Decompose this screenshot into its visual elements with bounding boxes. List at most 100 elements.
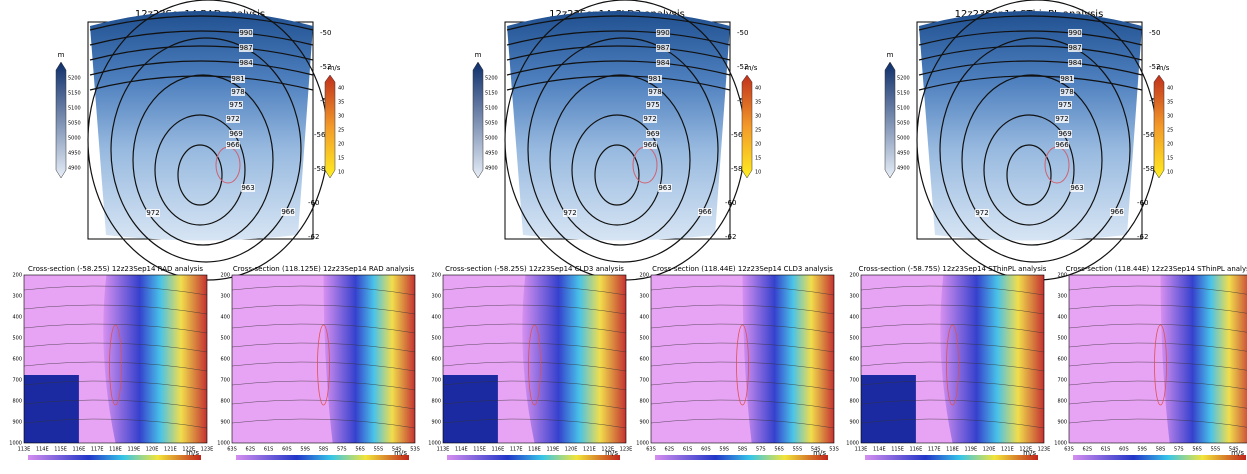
contour-label: 972 bbox=[975, 209, 988, 217]
x-tick-label: 114E bbox=[36, 447, 49, 453]
x-tick-label: 60S bbox=[282, 447, 292, 453]
contour-label: 972 bbox=[563, 209, 576, 217]
contour-label: 963 bbox=[241, 184, 254, 192]
y-tick-label: 400 bbox=[220, 315, 230, 321]
lat-label: -62 bbox=[308, 233, 319, 241]
wind-tick: 35 bbox=[338, 100, 344, 106]
section-colorbar bbox=[1073, 455, 1246, 460]
height-unit: m bbox=[887, 51, 894, 59]
y-tick-label: 500 bbox=[639, 336, 649, 342]
contour-label: 969 bbox=[229, 130, 242, 138]
contour-label: 966 bbox=[1110, 208, 1124, 216]
x-tick-label: 62S bbox=[1083, 447, 1093, 453]
y-tick-label: 800 bbox=[849, 399, 859, 405]
y-tick-label: 800 bbox=[431, 399, 441, 405]
contour-label: 981 bbox=[648, 75, 661, 83]
y-tick-label: 800 bbox=[1057, 399, 1067, 405]
wind-tick: 25 bbox=[338, 128, 344, 134]
lat-label: -56 bbox=[1143, 131, 1155, 139]
contour-label: 966 bbox=[226, 141, 240, 149]
wind-region bbox=[1161, 275, 1247, 443]
contour-label: 990 bbox=[1068, 29, 1081, 37]
map-panel: 12z23Sep14 RAD analysis99098798498197897… bbox=[56, 0, 344, 280]
section-title: Cross-section (118.125E) 12z23Sep14 RAD … bbox=[233, 265, 415, 273]
x-tick-label: 61S bbox=[1101, 447, 1111, 453]
y-tick-label: 900 bbox=[849, 420, 859, 426]
contour-label: 984 bbox=[656, 59, 670, 67]
x-tick-label: 114E bbox=[873, 447, 886, 453]
wind-region bbox=[103, 275, 207, 443]
x-tick-label: 115E bbox=[54, 447, 67, 453]
contour-label: 963 bbox=[1070, 184, 1083, 192]
contour-label: 969 bbox=[1058, 130, 1071, 138]
x-tick-label: 57S bbox=[1174, 447, 1184, 453]
y-tick-label: 600 bbox=[849, 357, 859, 363]
contour-label: 975 bbox=[1058, 101, 1071, 109]
contour-label: 987 bbox=[656, 44, 669, 52]
height-tick: 5150 bbox=[897, 91, 910, 97]
height-tick: 5000 bbox=[485, 136, 498, 142]
y-tick-label: 200 bbox=[849, 273, 859, 279]
x-tick-label: 60S bbox=[701, 447, 711, 453]
wind-unit: m/s bbox=[745, 64, 758, 72]
x-tick-label: 59S bbox=[1137, 447, 1147, 453]
section-title: Cross-section (-58.75S) 12z23Sep14 SThin… bbox=[859, 265, 1047, 273]
x-tick-label: 121E bbox=[1001, 447, 1014, 453]
section-colorbar bbox=[865, 455, 1038, 460]
x-tick-label: 62S bbox=[665, 447, 675, 453]
section-unit: m/s bbox=[1023, 449, 1036, 457]
wind-tick: 15 bbox=[338, 156, 344, 162]
wind-tick: 35 bbox=[1167, 100, 1173, 106]
section-panel: Cross-section (-58.75S) 12z23Sep14 SThin… bbox=[846, 265, 1050, 460]
height-tick: 5150 bbox=[68, 91, 81, 97]
x-tick-label: 117E bbox=[510, 447, 523, 453]
x-tick-label: 119E bbox=[127, 447, 140, 453]
y-tick-label: 400 bbox=[431, 315, 441, 321]
map-panel: 12z23Sep14 SThinPL analysis9909879849819… bbox=[885, 0, 1173, 280]
section-title: Cross-section (-58.25S) 12z23Sep14 RAD a… bbox=[28, 265, 203, 273]
x-tick-label: 117E bbox=[91, 447, 104, 453]
y-tick-label: 200 bbox=[639, 273, 649, 279]
x-tick-label: 57S bbox=[337, 447, 347, 453]
x-tick-label: 116E bbox=[73, 447, 86, 453]
wind-tick: 40 bbox=[1167, 86, 1173, 92]
y-tick-label: 400 bbox=[1057, 315, 1067, 321]
y-tick-label: 900 bbox=[12, 420, 22, 426]
x-tick-label: 120E bbox=[565, 447, 578, 453]
x-tick-label: 117E bbox=[928, 447, 941, 453]
height-tick: 5200 bbox=[68, 76, 81, 82]
x-tick-label: 120E bbox=[983, 447, 996, 453]
y-tick-label: 400 bbox=[849, 315, 859, 321]
x-tick-label: 114E bbox=[455, 447, 468, 453]
x-tick-label: 63S bbox=[646, 447, 656, 453]
x-tick-label: 113E bbox=[18, 447, 31, 453]
contour-label: 975 bbox=[229, 101, 242, 109]
y-tick-label: 300 bbox=[431, 294, 441, 300]
x-tick-label: 59S bbox=[300, 447, 310, 453]
lat-label: -50 bbox=[1149, 29, 1160, 37]
x-tick-label: 59S bbox=[719, 447, 729, 453]
height-unit: m bbox=[58, 51, 65, 59]
wind-tick: 40 bbox=[338, 86, 344, 92]
y-tick-label: 600 bbox=[220, 357, 230, 363]
y-tick-label: 400 bbox=[12, 315, 22, 321]
contour-label: 990 bbox=[656, 29, 669, 37]
y-tick-label: 300 bbox=[12, 294, 22, 300]
contour-label: 966 bbox=[1055, 141, 1069, 149]
contour-label: 972 bbox=[226, 115, 239, 123]
wind-colorbar bbox=[742, 75, 752, 178]
y-tick-label: 800 bbox=[639, 399, 649, 405]
y-tick-label: 800 bbox=[12, 399, 22, 405]
y-tick-label: 700 bbox=[220, 378, 230, 384]
y-tick-label: 400 bbox=[639, 315, 649, 321]
height-tick: 5100 bbox=[68, 106, 81, 112]
height-tick: 5000 bbox=[897, 136, 910, 142]
x-tick-label: 53S bbox=[829, 447, 839, 453]
map-panel: 12z23Sep14 CLD3 analysis9909879849819789… bbox=[473, 0, 761, 280]
wind-tick: 15 bbox=[755, 156, 761, 162]
section-colorbar bbox=[236, 455, 409, 460]
contour-label: 972 bbox=[1055, 115, 1068, 123]
wind-tick: 35 bbox=[755, 100, 761, 106]
section-unit: m/s bbox=[605, 449, 618, 457]
y-tick-label: 500 bbox=[220, 336, 230, 342]
